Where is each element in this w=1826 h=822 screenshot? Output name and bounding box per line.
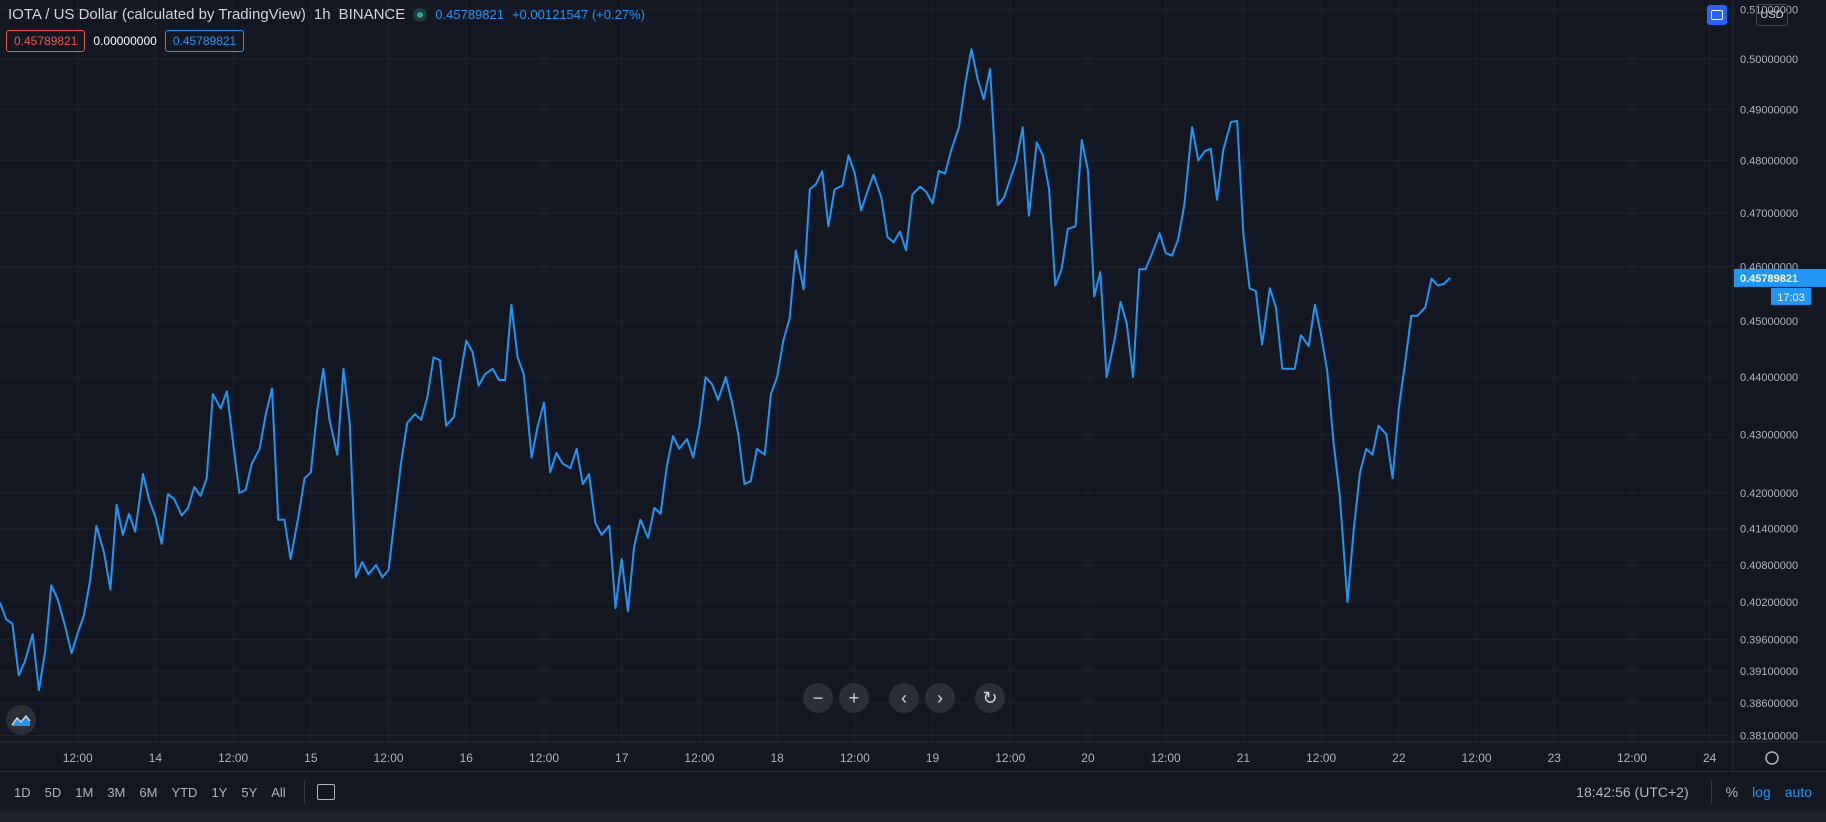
y-tick-label: 0.49000000 <box>1740 104 1798 116</box>
auto-scale-toggle[interactable]: auto <box>1784 784 1812 800</box>
y-tick-label: 0.39600000 <box>1740 634 1798 646</box>
y-tick-label: 0.40200000 <box>1740 597 1798 609</box>
bottom-toolbar: 1D 5D 1M 3M 6M YTD 1Y 5Y All 18:42:56 (UTC+2) % … <box>0 771 1826 812</box>
y-tick-label: 0.44000000 <box>1740 372 1798 384</box>
x-tick-label: 19 <box>926 751 940 765</box>
x-tick-label: 21 <box>1237 751 1251 765</box>
scroll-right-button[interactable]: › <box>925 683 955 713</box>
log-scale-toggle[interactable]: log <box>1752 784 1771 800</box>
x-tick-label: 12:00 <box>840 751 870 765</box>
x-tick-label: 16 <box>460 751 474 765</box>
buy-badge[interactable]: 0.45789821 <box>164 30 245 52</box>
currency-button[interactable]: USD <box>1756 4 1788 26</box>
range-6m[interactable]: 6M <box>139 784 158 800</box>
x-tick-label: 12:00 <box>63 751 93 765</box>
y-tick-label: 0.51000000 <box>1740 5 1798 17</box>
range-all[interactable]: All <box>271 784 286 800</box>
calendar-icon[interactable] <box>316 784 335 800</box>
range-1d[interactable]: 1D <box>14 784 31 800</box>
time-axis: 12:00 14 12:00 15 12:00 16 12:00 17 12:00 18 12:00… <box>63 751 1779 765</box>
range-5d[interactable]: 5D <box>44 784 62 800</box>
last-price-label <box>1734 268 1826 287</box>
exchange-label: BINANCE <box>338 6 406 23</box>
y-tick-label: 0.47000000 <box>1740 208 1798 220</box>
range-ytd[interactable]: YTD <box>171 784 198 800</box>
x-tick-label: 12:00 <box>1306 751 1336 765</box>
spread-badge: 0.00000000 <box>93 34 157 48</box>
range-1m[interactable]: 1M <box>75 784 94 800</box>
scroll-left-button[interactable]: ‹ <box>889 683 919 713</box>
y-tick-label: 0.38100000 <box>1740 730 1798 742</box>
scale-tools: 18:42:56 (UTC+2) % log auto <box>1576 772 1812 812</box>
y-tick-label: 0.41400000 <box>1740 524 1798 536</box>
settings-gear-icon[interactable] <box>1765 751 1779 765</box>
x-tick-label: 15 <box>304 751 318 765</box>
market-status-icon[interactable] <box>413 7 428 22</box>
tradingview-logo-icon[interactable] <box>6 705 36 735</box>
percent-scale-toggle[interactable]: % <box>1725 784 1739 800</box>
last-price-labels: 0.45789821 17:03 <box>1734 268 1826 305</box>
x-tick-label: 12:00 <box>1151 751 1181 765</box>
x-tick-label: 14 <box>149 751 163 765</box>
x-tick-label: 17 <box>615 751 629 765</box>
last-price-text: 0.45789821 <box>1740 273 1798 285</box>
range-1y[interactable]: 1Y <box>211 784 228 800</box>
y-tick-label: 0.48000000 <box>1740 156 1798 168</box>
x-tick-label: 12:00 <box>1617 751 1647 765</box>
price-chart[interactable]: 0.51000000 0.50000000 0.49000000 0.48000000… <box>0 0 1826 771</box>
x-tick-label: 12:00 <box>1462 751 1492 765</box>
chart-legend: IOTA / US Dollar (calculated by TradingV… <box>8 6 645 23</box>
y-tick-label: 0.50000000 <box>1740 54 1798 66</box>
ohlc-badges: 0.45789821 0.00000000 0.45789821 <box>6 30 245 52</box>
y-tick-label: 0.43000000 <box>1740 429 1798 441</box>
fullscreen-icon[interactable] <box>1707 5 1727 25</box>
reset-chart-button[interactable]: ↻ <box>975 683 1005 713</box>
zoom-controls: − + ‹ › ↻ <box>0 683 1735 713</box>
x-tick-label: 12:00 <box>529 751 559 765</box>
y-tick-label: 0.40800000 <box>1740 560 1798 572</box>
countdown-label <box>1771 287 1811 305</box>
price-series-line[interactable] <box>0 48 1451 692</box>
zoom-in-button[interactable]: + <box>839 683 869 713</box>
countdown-text: 17:03 <box>1777 292 1805 304</box>
chart-grid <box>0 0 1733 742</box>
y-tick-label: 0.39100000 <box>1740 666 1798 678</box>
x-tick-label: 12:00 <box>684 751 714 765</box>
interval-label[interactable]: 1h <box>313 6 331 23</box>
range-5y[interactable]: 5Y <box>241 784 258 800</box>
sell-badge[interactable]: 0.45789821 <box>6 30 86 52</box>
x-tick-label: 22 <box>1392 751 1406 765</box>
last-value: 0.45789821 <box>435 7 504 22</box>
y-tick-label: 0.38600000 <box>1740 698 1798 710</box>
x-tick-label: 12:00 <box>995 751 1025 765</box>
price-line-layer <box>0 48 1451 692</box>
divider <box>303 781 305 803</box>
price-axis: 0.51000000 0.50000000 0.49000000 0.48000000… <box>0 0 1826 771</box>
divider <box>1710 781 1712 803</box>
change-value: +0.00121547 (+0.27%) <box>511 7 645 22</box>
x-tick-label: 23 <box>1548 751 1562 765</box>
x-tick-label: 12:00 <box>218 751 248 765</box>
date-range-list: 1D 5D 1M 3M 6M YTD 1Y 5Y All <box>14 785 286 800</box>
x-tick-label: 18 <box>770 751 784 765</box>
x-tick-label: 24 <box>1703 751 1717 765</box>
x-tick-label: 12:00 <box>374 751 404 765</box>
y-tick-label: 0.45000000 <box>1740 316 1798 328</box>
clock-display[interactable]: 18:42:56 (UTC+2) <box>1576 784 1689 800</box>
scroll-track <box>0 811 1826 822</box>
y-tick-label: 0.42000000 <box>1740 488 1798 500</box>
range-3m[interactable]: 3M <box>107 784 126 800</box>
zoom-out-button[interactable]: − <box>803 683 833 713</box>
x-tick-label: 20 <box>1081 751 1095 765</box>
symbol-title[interactable]: IOTA / US Dollar (calculated by TradingV… <box>8 6 306 23</box>
